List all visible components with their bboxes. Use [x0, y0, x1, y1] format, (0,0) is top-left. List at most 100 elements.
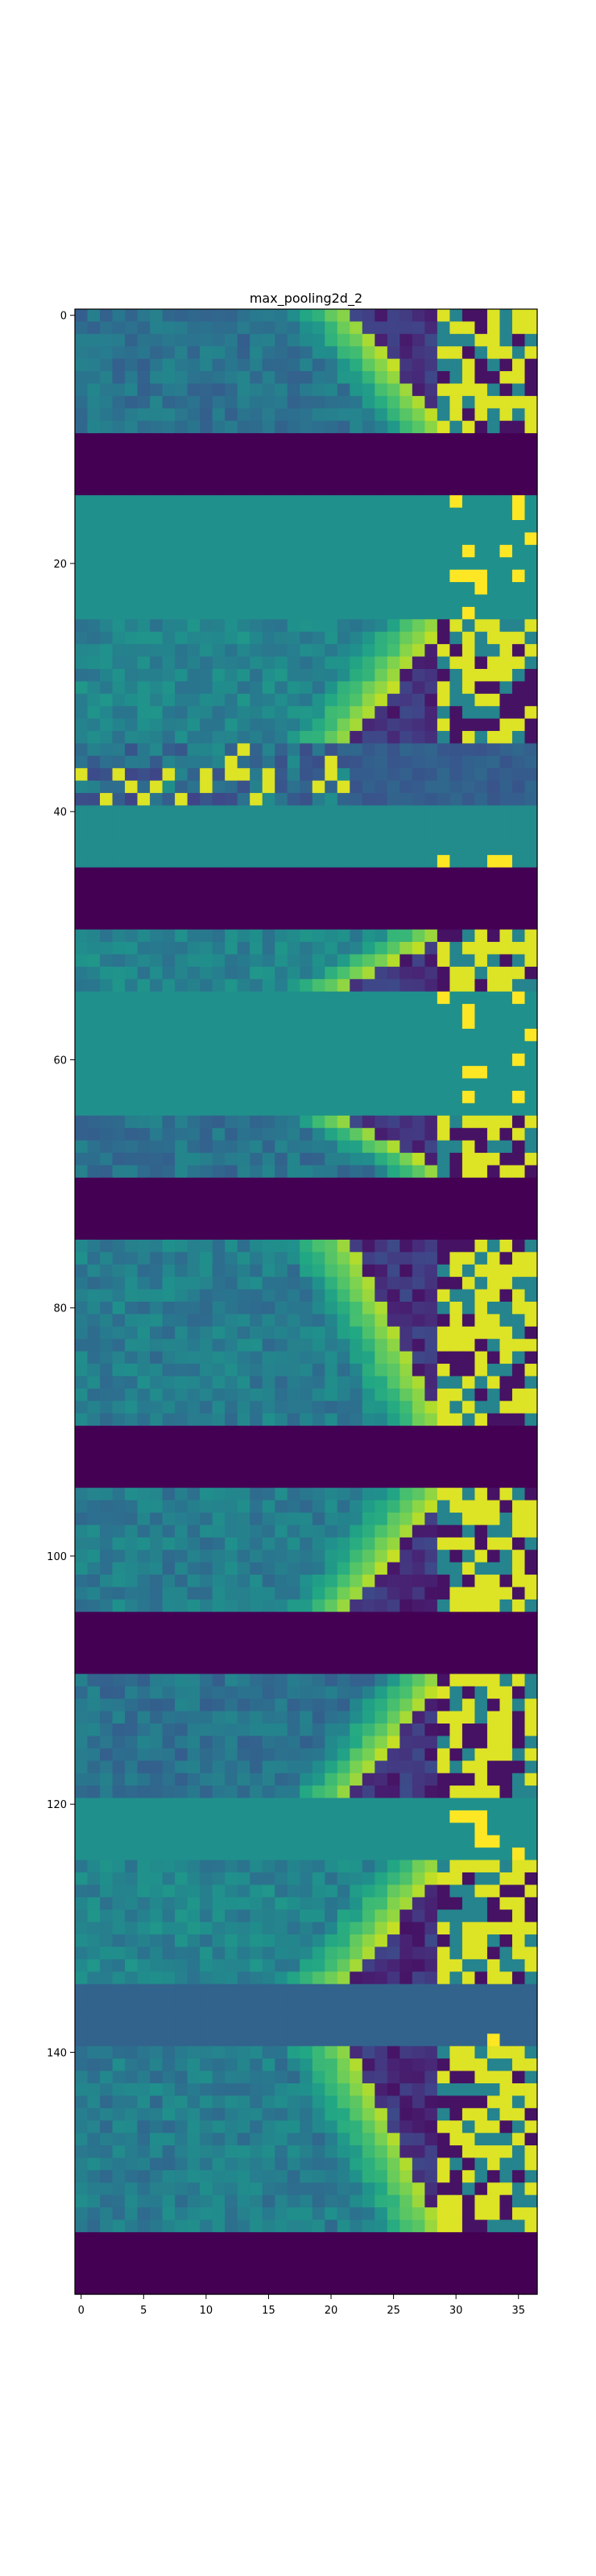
- heatmap-cell: [524, 1140, 538, 1154]
- heatmap-cell: [162, 408, 176, 422]
- heatmap-cell: [187, 371, 201, 385]
- heatmap-cell: [187, 1103, 201, 1117]
- heatmap-cell: [112, 1066, 126, 1080]
- heatmap-cell: [150, 1835, 163, 1848]
- heatmap-cell: [312, 569, 325, 583]
- heatmap-cell: [212, 1252, 226, 1265]
- heatmap-cell: [524, 482, 538, 496]
- heatmap-cell: [200, 1699, 213, 1712]
- heatmap-cell: [200, 1550, 213, 1563]
- heatmap-cell: [125, 1513, 139, 1526]
- heatmap-cell: [499, 1028, 513, 1042]
- heatmap-cell: [312, 1922, 325, 1935]
- heatmap-cell: [150, 1302, 163, 1315]
- heatmap-cell: [337, 805, 350, 819]
- heatmap-cell: [125, 1637, 139, 1650]
- heatmap-cell: [474, 1202, 488, 1216]
- heatmap-cell: [424, 1612, 438, 1625]
- heatmap-cell: [225, 929, 238, 943]
- heatmap-cell: [150, 1823, 163, 1836]
- heatmap-cell: [250, 1326, 263, 1340]
- heatmap-cell: [100, 1252, 114, 1265]
- heatmap-cell: [100, 979, 114, 993]
- heatmap-cell: [100, 1413, 114, 1426]
- heatmap-cell: [449, 1835, 463, 1848]
- heatmap-cell: [399, 1190, 413, 1203]
- heatmap-cell: [486, 544, 501, 558]
- heatmap-cell: [162, 507, 176, 521]
- heatmap-cell: [375, 892, 388, 906]
- heatmap-cell: [387, 1773, 400, 1786]
- heatmap-cell: [275, 1686, 288, 1699]
- heatmap-cell: [75, 1847, 89, 1861]
- heatmap-cell: [325, 383, 338, 397]
- heatmap-cell: [225, 892, 238, 906]
- heatmap-cell: [449, 830, 463, 844]
- heatmap-cell: [200, 1401, 213, 1414]
- heatmap-cell: [461, 929, 476, 943]
- heatmap-cell: [237, 346, 250, 360]
- heatmap-cell: [275, 954, 288, 968]
- heatmap-cell: [150, 706, 163, 720]
- heatmap-cell: [387, 1513, 400, 1526]
- heatmap-cell: [387, 1326, 400, 1340]
- heatmap-cell: [100, 817, 114, 831]
- heatmap-cell: [524, 1599, 538, 1612]
- heatmap-cell: [486, 755, 501, 769]
- heatmap-cell: [511, 1140, 526, 1154]
- heatmap-cell: [225, 1227, 238, 1241]
- heatmap-cell: [461, 482, 476, 496]
- heatmap-cell: [175, 731, 188, 745]
- heatmap-cell: [312, 358, 325, 372]
- heatmap-cell: [486, 1599, 501, 1612]
- heatmap-cell: [511, 1426, 526, 1439]
- heatmap-cell: [474, 1872, 488, 1885]
- heatmap-cell: [187, 1922, 201, 1935]
- heatmap-cell: [449, 1860, 463, 1873]
- heatmap-cell: [499, 1872, 513, 1885]
- heatmap-cell: [150, 1748, 163, 1761]
- heatmap-cell: [474, 1351, 488, 1364]
- heatmap-cell: [200, 1885, 213, 1898]
- heatmap-cell: [300, 830, 313, 844]
- heatmap-cell: [387, 693, 400, 707]
- heatmap-cell: [486, 1326, 501, 1340]
- heatmap-cell: [225, 1736, 238, 1749]
- heatmap-cell: [325, 1587, 338, 1600]
- heatmap-cell: [499, 855, 513, 869]
- heatmap-cell: [150, 1649, 163, 1662]
- heatmap-cell: [187, 1909, 201, 1923]
- heatmap-cell: [325, 1314, 338, 1327]
- heatmap-cell: [162, 1500, 176, 1513]
- heatmap-cell: [337, 594, 350, 608]
- heatmap-cell: [112, 942, 126, 956]
- heatmap-cell: [250, 1078, 263, 1092]
- heatmap-cell: [275, 1475, 288, 1488]
- heatmap-cell: [499, 1513, 513, 1526]
- heatmap-cell: [486, 1934, 501, 1948]
- heatmap-cell: [75, 408, 89, 422]
- heatmap-cell: [175, 1413, 188, 1426]
- heatmap-cell: [325, 1140, 338, 1154]
- heatmap-cell: [449, 917, 463, 931]
- heatmap-cell: [225, 668, 238, 682]
- heatmap-cell: [499, 1488, 513, 1501]
- heatmap-cell: [137, 1475, 151, 1488]
- heatmap-cell: [337, 1376, 350, 1389]
- heatmap-cell: [100, 867, 114, 881]
- heatmap-cell: [137, 1426, 151, 1439]
- heatmap-cell: [200, 966, 213, 980]
- heatmap-cell: [499, 1624, 513, 1637]
- heatmap-cell: [87, 395, 101, 409]
- heatmap-cell: [75, 1835, 89, 1848]
- heatmap-cell: [150, 1599, 163, 1612]
- heatmap-cell: [362, 805, 375, 819]
- heatmap-cell: [375, 644, 388, 658]
- heatmap-cell: [262, 631, 275, 645]
- heatmap-cell: [187, 1066, 201, 1080]
- heatmap-cell: [187, 793, 201, 807]
- heatmap-cell: [200, 1314, 213, 1327]
- heatmap-cell: [75, 1872, 89, 1885]
- heatmap-cell: [262, 1711, 275, 1724]
- heatmap-cell: [225, 1500, 238, 1513]
